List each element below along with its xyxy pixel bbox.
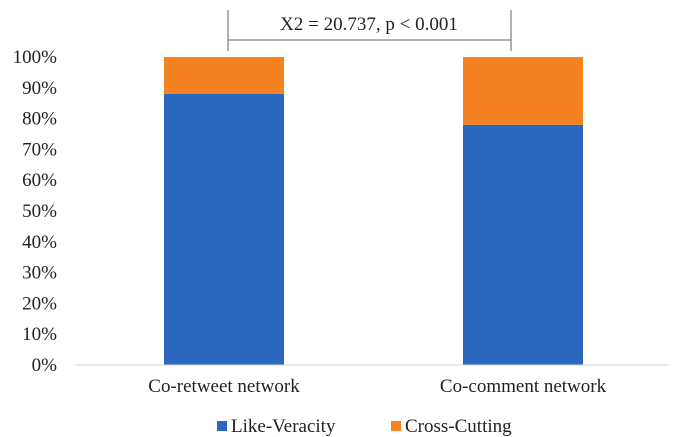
legend-swatch-like-veracity	[217, 421, 227, 431]
y-tick-label: 70%	[22, 139, 57, 160]
legend: Like-Veracity Cross-Cutting	[217, 416, 512, 437]
y-tick-label: 100%	[13, 47, 58, 68]
bars	[164, 57, 583, 366]
y-tick-label: 20%	[22, 293, 57, 314]
y-tick-label: 10%	[22, 324, 57, 345]
x-axis: Co-retweet network Co-comment network	[148, 376, 606, 397]
y-tick-label: 90%	[22, 78, 57, 99]
legend-label-like-veracity: Like-Veracity	[231, 416, 336, 437]
significance-annotation: X2 = 20.737, p < 0.001	[227, 10, 512, 51]
legend-label-cross-cutting: Cross-Cutting	[405, 416, 512, 437]
legend-swatch-cross-cutting	[391, 421, 401, 431]
y-tick-label: 40%	[22, 232, 57, 253]
y-tick-label: 50%	[22, 201, 57, 222]
y-tick-label: 30%	[22, 263, 57, 284]
y-axis: 0% 10% 20% 30% 40% 50% 60% 70% 80% 90% 100%	[13, 47, 58, 376]
bar-segment-like-veracity-1	[463, 124, 583, 365]
x-category-label: Co-comment network	[440, 376, 607, 397]
bar-segment-cross-cutting-0	[164, 57, 284, 94]
x-category-label: Co-retweet network	[148, 376, 300, 397]
y-tick-label: 60%	[22, 170, 57, 191]
bar-segment-like-veracity-0	[164, 93, 284, 366]
y-tick-label: 80%	[22, 109, 57, 130]
annotation-text: X2 = 20.737, p < 0.001	[280, 14, 458, 35]
bar-segment-cross-cutting-1	[463, 57, 583, 125]
y-tick-label: 0%	[32, 355, 58, 376]
